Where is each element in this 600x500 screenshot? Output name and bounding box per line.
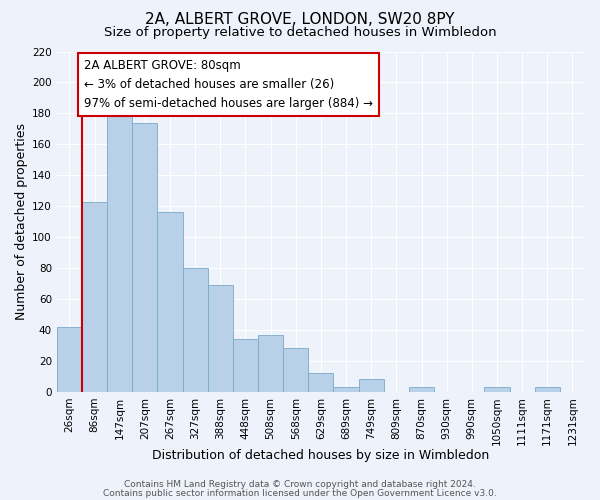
Bar [82, 202, 107, 392]
Y-axis label: Number of detached properties: Number of detached properties [15, 123, 28, 320]
Bar [157, 212, 182, 392]
Text: Contains HM Land Registry data © Crown copyright and database right 2024.: Contains HM Land Registry data © Crown c… [124, 480, 476, 489]
Bar [182, 268, 208, 392]
Text: Contains public sector information licensed under the Open Government Licence v3: Contains public sector information licen… [103, 488, 497, 498]
Bar [283, 348, 308, 392]
Bar [208, 285, 233, 392]
Bar [535, 387, 560, 392]
Bar [233, 339, 258, 392]
Bar [409, 387, 434, 392]
Bar [484, 387, 509, 392]
Text: Size of property relative to detached houses in Wimbledon: Size of property relative to detached ho… [104, 26, 496, 39]
X-axis label: Distribution of detached houses by size in Wimbledon: Distribution of detached houses by size … [152, 450, 490, 462]
Bar [132, 122, 157, 392]
Bar [334, 387, 359, 392]
Bar [308, 373, 334, 392]
Bar [57, 327, 82, 392]
Text: 2A, ALBERT GROVE, LONDON, SW20 8PY: 2A, ALBERT GROVE, LONDON, SW20 8PY [145, 12, 455, 28]
Text: 2A ALBERT GROVE: 80sqm
← 3% of detached houses are smaller (26)
97% of semi-deta: 2A ALBERT GROVE: 80sqm ← 3% of detached … [84, 59, 373, 110]
Bar [107, 107, 132, 392]
Bar [258, 334, 283, 392]
Bar [359, 380, 384, 392]
